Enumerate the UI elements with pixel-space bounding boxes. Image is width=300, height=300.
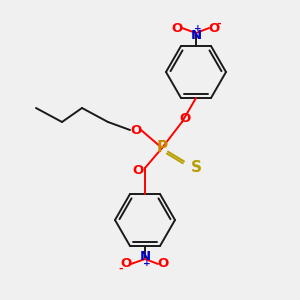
Text: -: -	[119, 264, 123, 274]
Text: S: S	[190, 160, 202, 175]
Text: +: +	[143, 260, 151, 268]
Text: O: O	[208, 22, 220, 34]
Text: P: P	[156, 140, 168, 155]
Text: N: N	[140, 250, 151, 263]
Text: O: O	[158, 257, 169, 271]
Text: -: -	[217, 19, 221, 29]
Text: O: O	[132, 164, 144, 178]
Text: O: O	[130, 124, 142, 136]
Text: O: O	[171, 22, 183, 34]
Text: N: N	[190, 28, 202, 41]
Text: O: O	[120, 257, 132, 271]
Text: O: O	[179, 112, 191, 124]
Text: +: +	[194, 23, 202, 32]
